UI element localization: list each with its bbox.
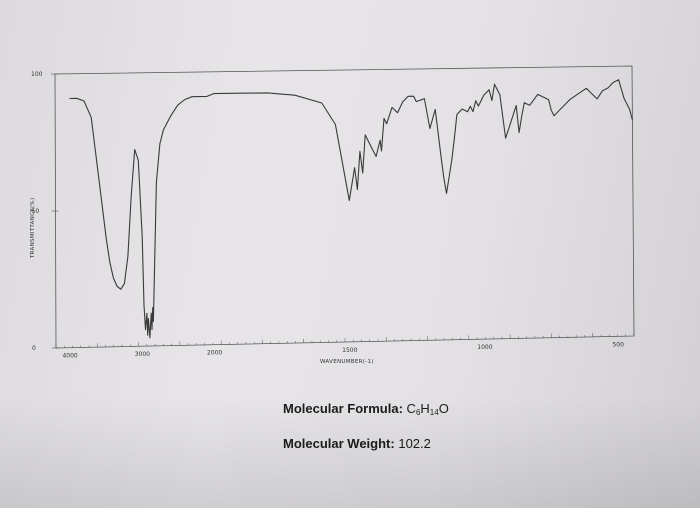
y-axis-tick-labels: 100 50 0: [31, 71, 43, 352]
x-axis-title: WAVENUMBER(-1): [320, 359, 374, 365]
x-tick-label: 1000: [477, 344, 492, 351]
x-tick-label: 4000: [62, 353, 77, 360]
x-tick-label: 3000: [135, 351, 150, 358]
molecular-formula-label: Molecular Formula:: [283, 401, 403, 416]
molecular-formula: Molecular Formula: C6H14O: [283, 401, 449, 417]
x-axis-ticks: [55, 332, 635, 348]
spectrum-series: [69, 79, 633, 339]
molecular-weight-label: Molecular Weight:: [283, 436, 395, 451]
molecular-weight-value: 102.2: [398, 436, 431, 451]
formula-carbon: C: [406, 401, 416, 416]
y-tick-label: 50: [32, 208, 40, 215]
y-axis-ticks: [51, 73, 59, 349]
x-axis-tick-labels: 4000 3000 2000 1500 1000 500: [62, 341, 624, 359]
spectrum-line: [69, 79, 633, 339]
x-tick-label: 500: [612, 341, 624, 348]
formula-oxygen: O: [438, 401, 449, 416]
y-tick-label: 0: [32, 345, 36, 352]
x-tick-label: 1500: [342, 347, 357, 354]
y-axis-title: TRANSMITTANCE(%): [30, 198, 36, 259]
chart-border: [54, 65, 635, 349]
formula-hydrogen-count: 14: [429, 408, 439, 417]
formula-carbon-count: 6: [415, 408, 421, 417]
chart-frame: [54, 65, 635, 349]
formula-hydrogen: H: [420, 401, 430, 416]
x-tick-label: 2000: [207, 350, 222, 357]
molecular-weight: Molecular Weight: 102.2: [283, 436, 431, 451]
y-tick-label: 100: [31, 71, 43, 78]
